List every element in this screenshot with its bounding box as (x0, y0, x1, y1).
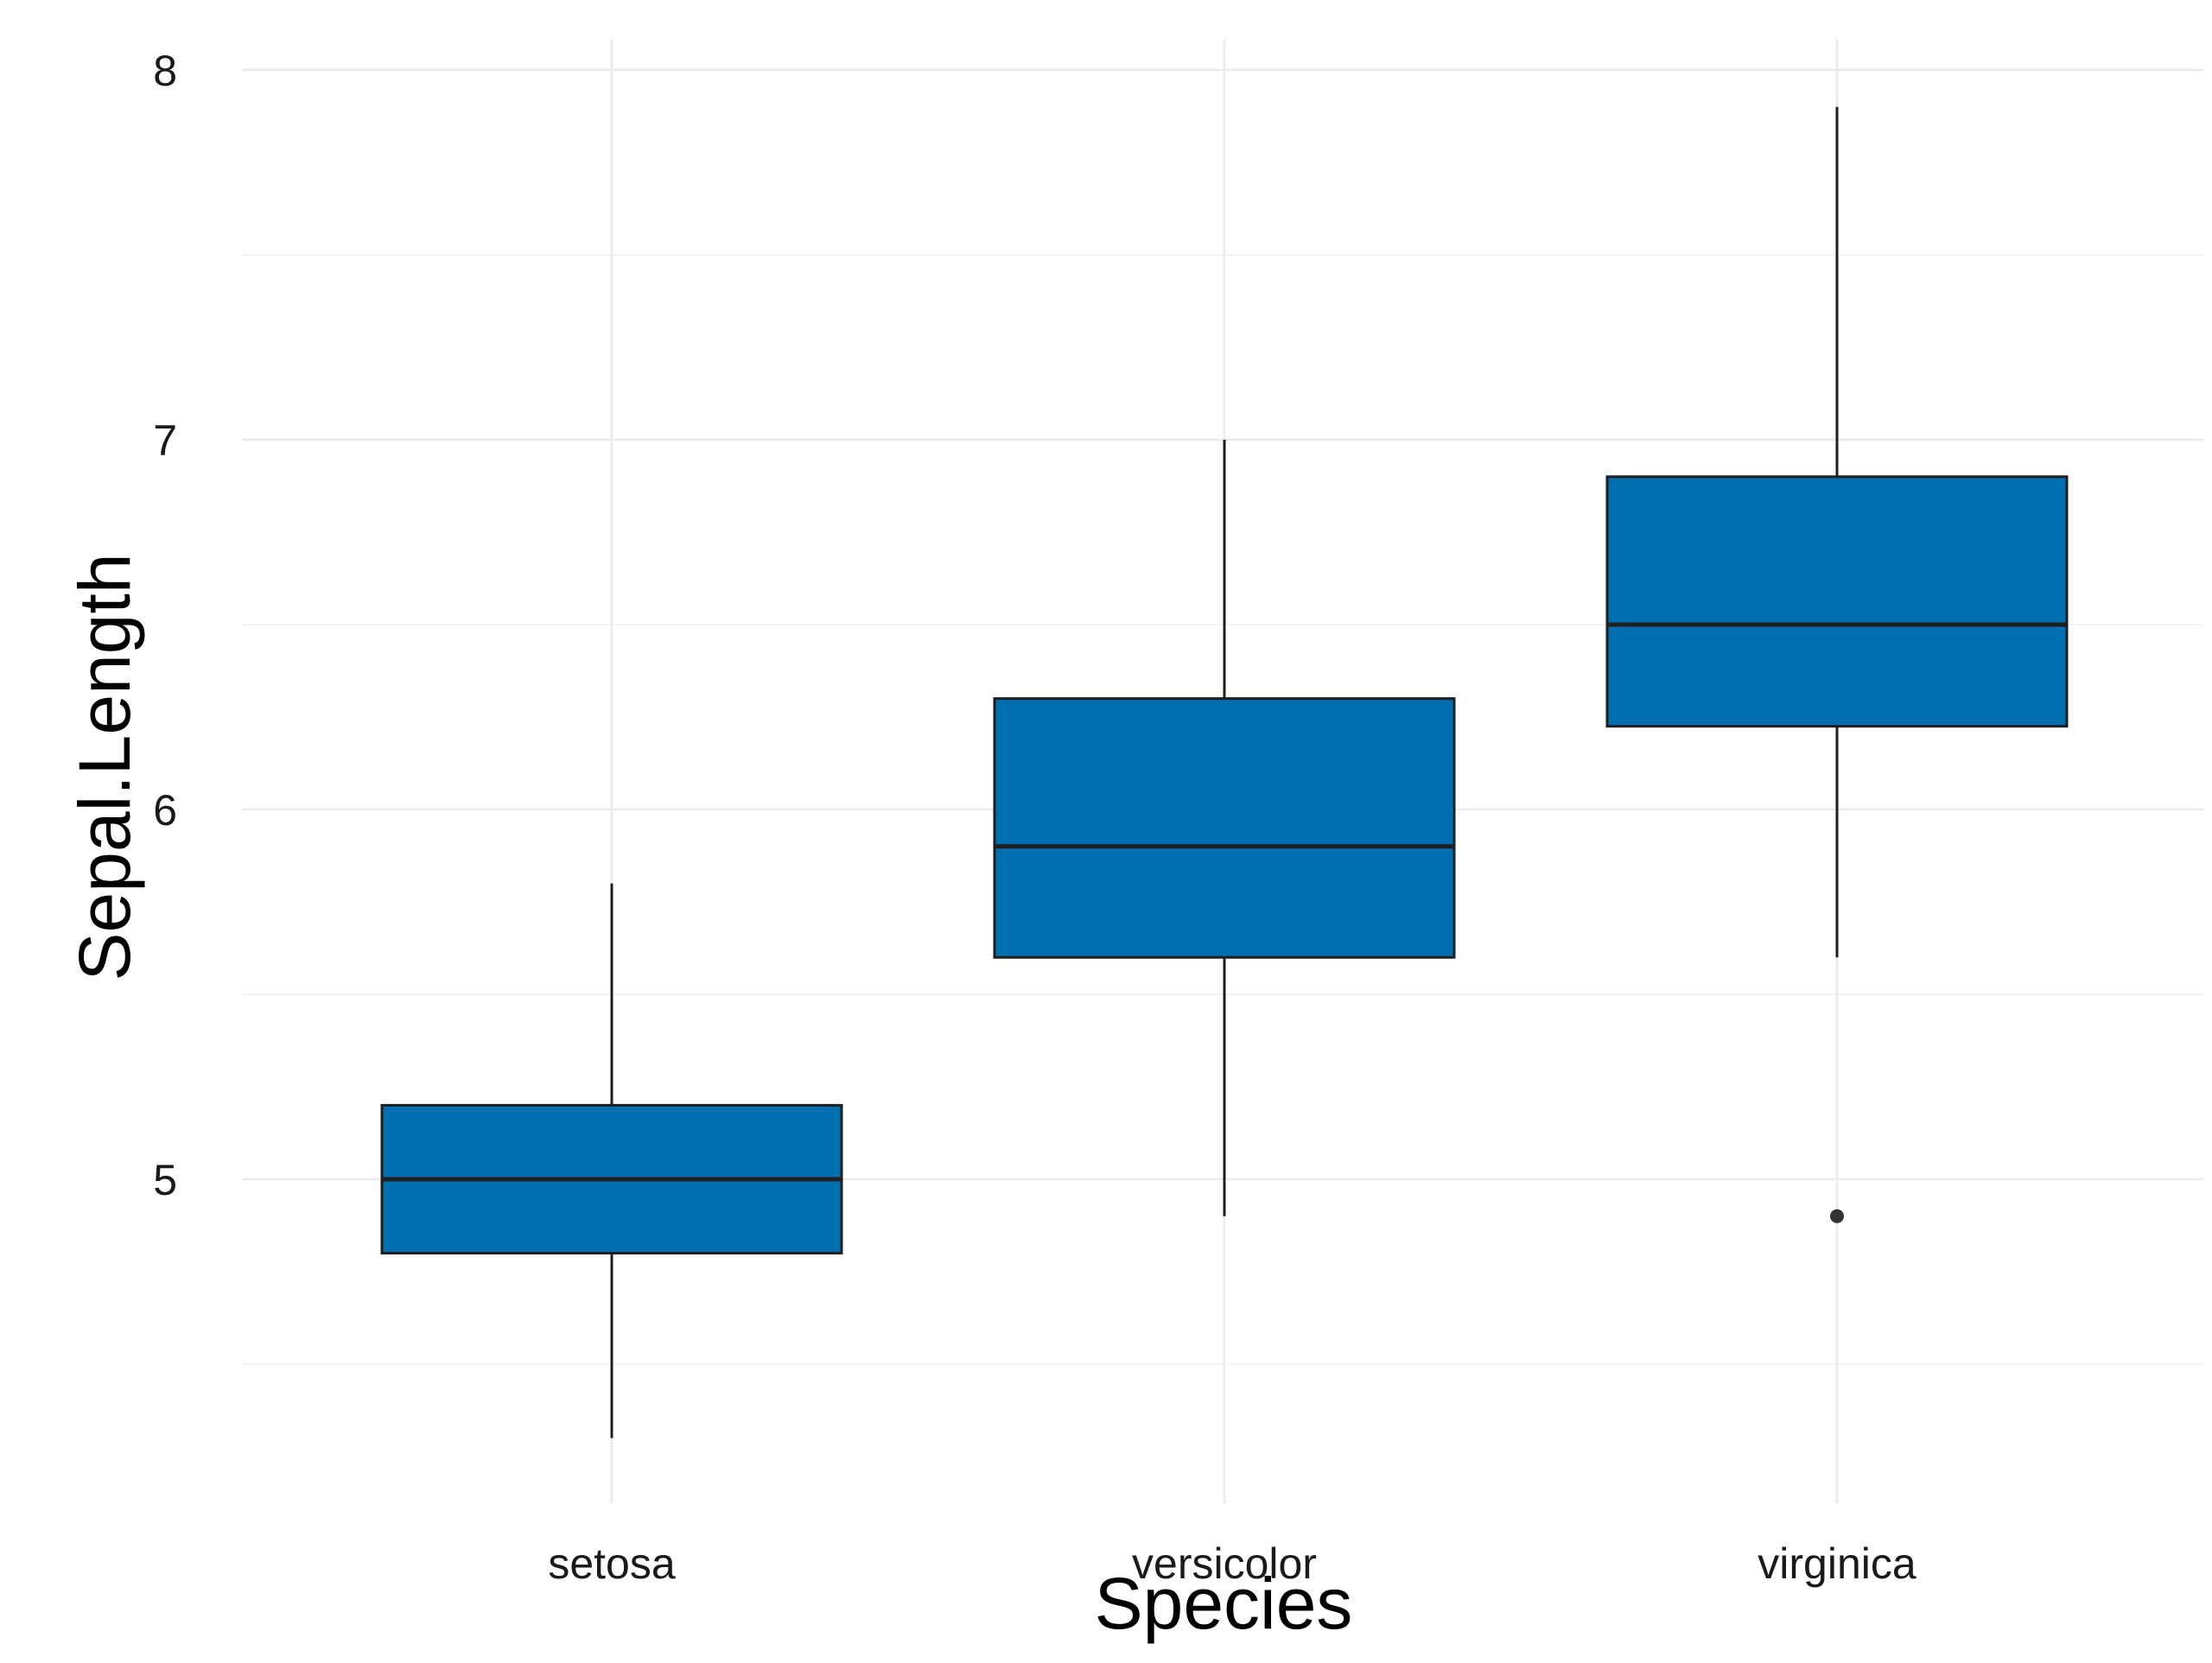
x-tick-label: versicolor (1132, 1539, 1317, 1588)
box-iqr (1605, 475, 2069, 728)
x-tick-label: virginica (1758, 1539, 1916, 1588)
box-versicolor (993, 440, 1456, 1216)
y-tick-label: 6 (153, 786, 177, 835)
box-iqr (993, 697, 1456, 959)
y-tick-label: 8 (153, 47, 177, 95)
x-tick-label: setosa (548, 1539, 676, 1588)
box-virginica (1605, 106, 2069, 1223)
box-setosa (380, 883, 843, 1438)
x-axis-title: Species (1095, 1563, 1353, 1644)
y-tick-label: 7 (153, 416, 177, 465)
outlier-point (1830, 1209, 1844, 1223)
tick-label-layer: 5 6 7 8 setosa versicolor virginica (153, 47, 1916, 1588)
box-layer (380, 106, 2069, 1438)
y-axis-title: Sepal.Length (64, 553, 145, 981)
y-tick-label: 5 (153, 1156, 177, 1204)
